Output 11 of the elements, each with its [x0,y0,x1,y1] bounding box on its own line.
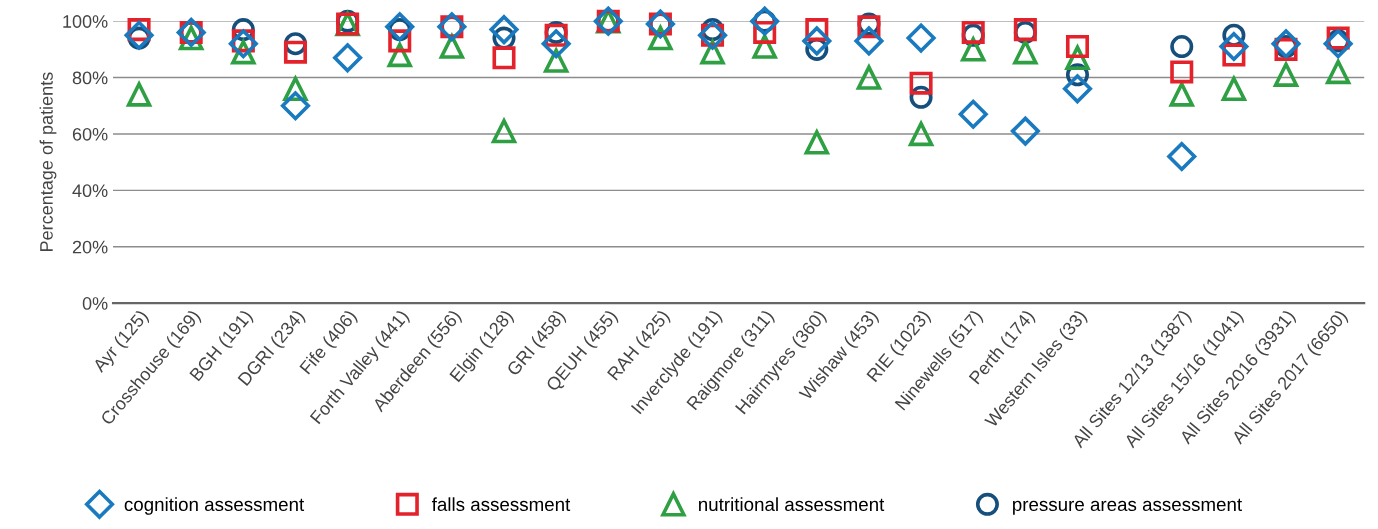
y-tick-label: 20% [72,240,108,254]
legend-label: nutritional assessment [699,497,885,512]
legend-label: cognition assessment [124,497,305,515]
y-tick-label: 60% [72,127,108,141]
legend-label: pressure areas assessment [1013,498,1242,515]
y-tick-label: 40% [72,184,108,198]
legend-label: falls assessment [431,497,571,512]
y-axis-title: Percentage of patients [39,72,57,251]
y-tick-label: 80% [72,71,108,85]
y-tick-label: 0% [82,297,108,310]
y-tick-label: 100% [63,15,108,28]
